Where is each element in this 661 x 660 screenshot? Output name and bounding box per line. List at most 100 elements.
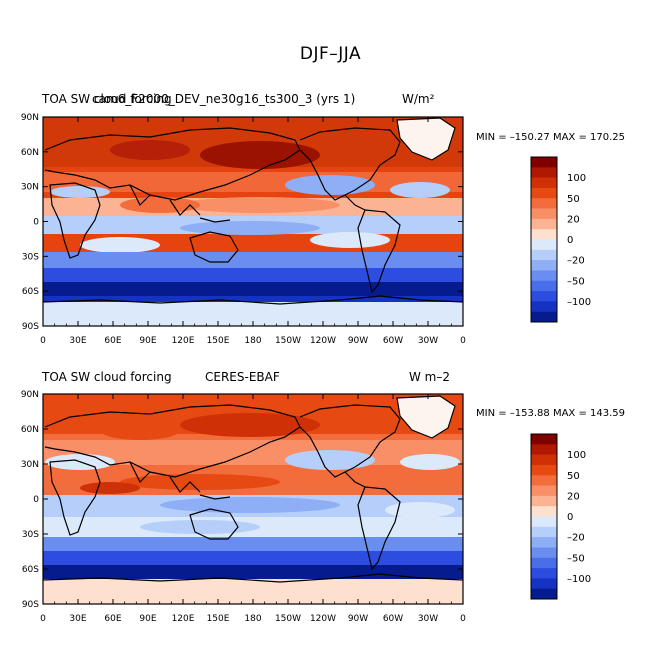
panel1-colorbar-swatch [531, 280, 557, 292]
panel1-lon-label: 0 [460, 336, 466, 346]
panel2-colorbar-swatch [531, 588, 557, 600]
panel1-lon-label: 180 [244, 336, 261, 346]
panel2-lat-label: 90S [22, 600, 39, 610]
panel1-colorbar-swatch [531, 260, 557, 271]
panel1-colorbar-swatch [531, 229, 557, 240]
panel2-lat-label: 30S [22, 530, 39, 540]
panel2-colorbar-label: 50 [567, 471, 580, 482]
panel1-colorbar-label: 20 [567, 214, 580, 225]
panel2-colorbar-label: –100 [567, 574, 591, 585]
panel1-colorbar-label: 0 [567, 235, 573, 246]
panel1-lon-label: 120W [310, 336, 336, 346]
panel2-colorbar-swatch [531, 475, 557, 486]
panel2-colorbar-swatch [531, 495, 557, 507]
panel2-colorbar-label: 100 [567, 450, 586, 461]
panel2-lon-label: 120W [310, 614, 336, 624]
panel1-colorbar-swatch [531, 270, 557, 282]
panel1-lon-label: 120E [172, 336, 195, 346]
panel1-colorbar-swatch [531, 249, 557, 261]
panel1-colorbar-swatch [531, 198, 557, 209]
panel2-lon-label: 60W [383, 614, 403, 624]
panel1-colorbar-swatch [531, 291, 557, 302]
panel1-colorbar-swatch [531, 157, 557, 168]
panel1-colorbar-label: –100 [567, 297, 591, 308]
panel2-colorbar-swatch [531, 557, 557, 569]
panel1-colorbar-label: 50 [567, 194, 580, 205]
panel1-lat-label: 60N [21, 148, 39, 158]
panel2-coastlines [43, 395, 463, 583]
panel1-lon-label: 0 [40, 336, 46, 346]
panel2-colorbar-label: –50 [567, 553, 585, 564]
panel2-colorbar-swatch [531, 485, 557, 497]
panel1-center-title: cam6_F2000_DEV_ne30g16_ts300_3 (yrs 1) [92, 92, 356, 106]
panel1-lat-label: 30N [21, 183, 39, 193]
panel2-left-title: TOA SW cloud forcing [42, 370, 172, 384]
panel2-lon-label: 0 [460, 614, 466, 624]
panel2-lat-label: 60S [22, 565, 39, 575]
panel1-lat-label: 60S [22, 287, 39, 297]
panel2-colorbar-swatch [531, 578, 557, 589]
panel1-min-max: MIN = –150.27 MAX = 170.25 [476, 132, 626, 143]
panel2-lon-label: 30E [69, 614, 86, 624]
panel2-colorbar-swatch [531, 454, 557, 466]
panel2-colorbar-label: 20 [567, 491, 580, 502]
panel2-colorbar-swatch [531, 516, 557, 528]
panel2-colorbar-label: 0 [567, 512, 573, 523]
panel1-colorbar-swatch [531, 187, 557, 199]
panel1-lon-label: 150E [207, 336, 230, 346]
panel2-lon-label: 0 [40, 614, 46, 624]
panel2-center-title: CERES-EBAF [205, 370, 280, 384]
panel1-colorbar-label: 100 [567, 173, 586, 184]
panel2-lon-label: 150E [207, 614, 230, 624]
panel2-lat-label: 30N [21, 460, 39, 470]
panel2-colorbar-swatch [531, 547, 557, 559]
panel1-colorbar-swatch [531, 218, 557, 230]
panel2-lon-label: 60E [104, 614, 121, 624]
panel2-lon-label: 180 [244, 614, 261, 624]
panel1-colorbar-swatch [531, 301, 557, 312]
panel2-map [43, 394, 463, 604]
panel2-colorbar-frame [530, 433, 558, 600]
panel2-colorbar-swatch [531, 537, 557, 548]
panel2-lon-label: 30W [418, 614, 438, 624]
panel1-left-title: TOA SW cloud forcing [42, 92, 172, 106]
panel2-min-max: MIN = –153.88 MAX = 143.59 [476, 408, 626, 419]
panel1-colorbar-swatch [531, 311, 557, 323]
panel1-colorbar-label: –20 [567, 256, 585, 267]
panel2-colorbar-swatch [531, 568, 557, 579]
panel1-coastlines [43, 117, 463, 305]
panel2-colorbar-swatch [531, 444, 557, 455]
panel2-units: W m–2 [409, 370, 451, 384]
page-title: DJF–JJA [299, 44, 362, 64]
panel2-lon-label: 120E [172, 614, 195, 624]
panel1-lon-label: 30W [418, 336, 438, 346]
panel2-lat-label: 60N [21, 425, 39, 435]
panel2-lat-label: 90N [21, 390, 39, 400]
panel1-lon-label: 150W [275, 336, 301, 346]
panel1-colorbar-label: –50 [567, 276, 585, 287]
panel1-lon-label: 90E [139, 336, 156, 346]
panel1-lon-label: 90W [348, 336, 368, 346]
panel2-colorbar-label: –20 [567, 533, 585, 544]
panel2-lon-label: 90E [139, 614, 156, 624]
panel1-lat-label: 0 [33, 218, 39, 228]
panel1-colorbar-swatch [531, 239, 557, 251]
panel1-map [43, 117, 463, 326]
panel1-lon-label: 60W [383, 336, 403, 346]
panel1-colorbar-swatch [531, 208, 557, 220]
panel1-lon-label: 30E [69, 336, 86, 346]
panel2-colorbar-swatch [531, 464, 557, 476]
panel2-colorbar-swatch [531, 506, 557, 517]
panel1-units: W/m² [402, 92, 435, 106]
panel1-lat-label: 90N [21, 113, 39, 123]
panel1-lon-label: 60E [104, 336, 121, 346]
panel1-colorbar-frame [530, 156, 558, 323]
panel2-colorbar-swatch [531, 434, 557, 445]
panel1-lat-label: 90S [22, 322, 39, 332]
panel2-colorbar-swatch [531, 526, 557, 538]
panel2-lon-label: 150W [275, 614, 301, 624]
panel1-colorbar-swatch [531, 167, 557, 178]
panel2-lon-label: 90W [348, 614, 368, 624]
panel1-lat-label: 30S [22, 252, 39, 262]
